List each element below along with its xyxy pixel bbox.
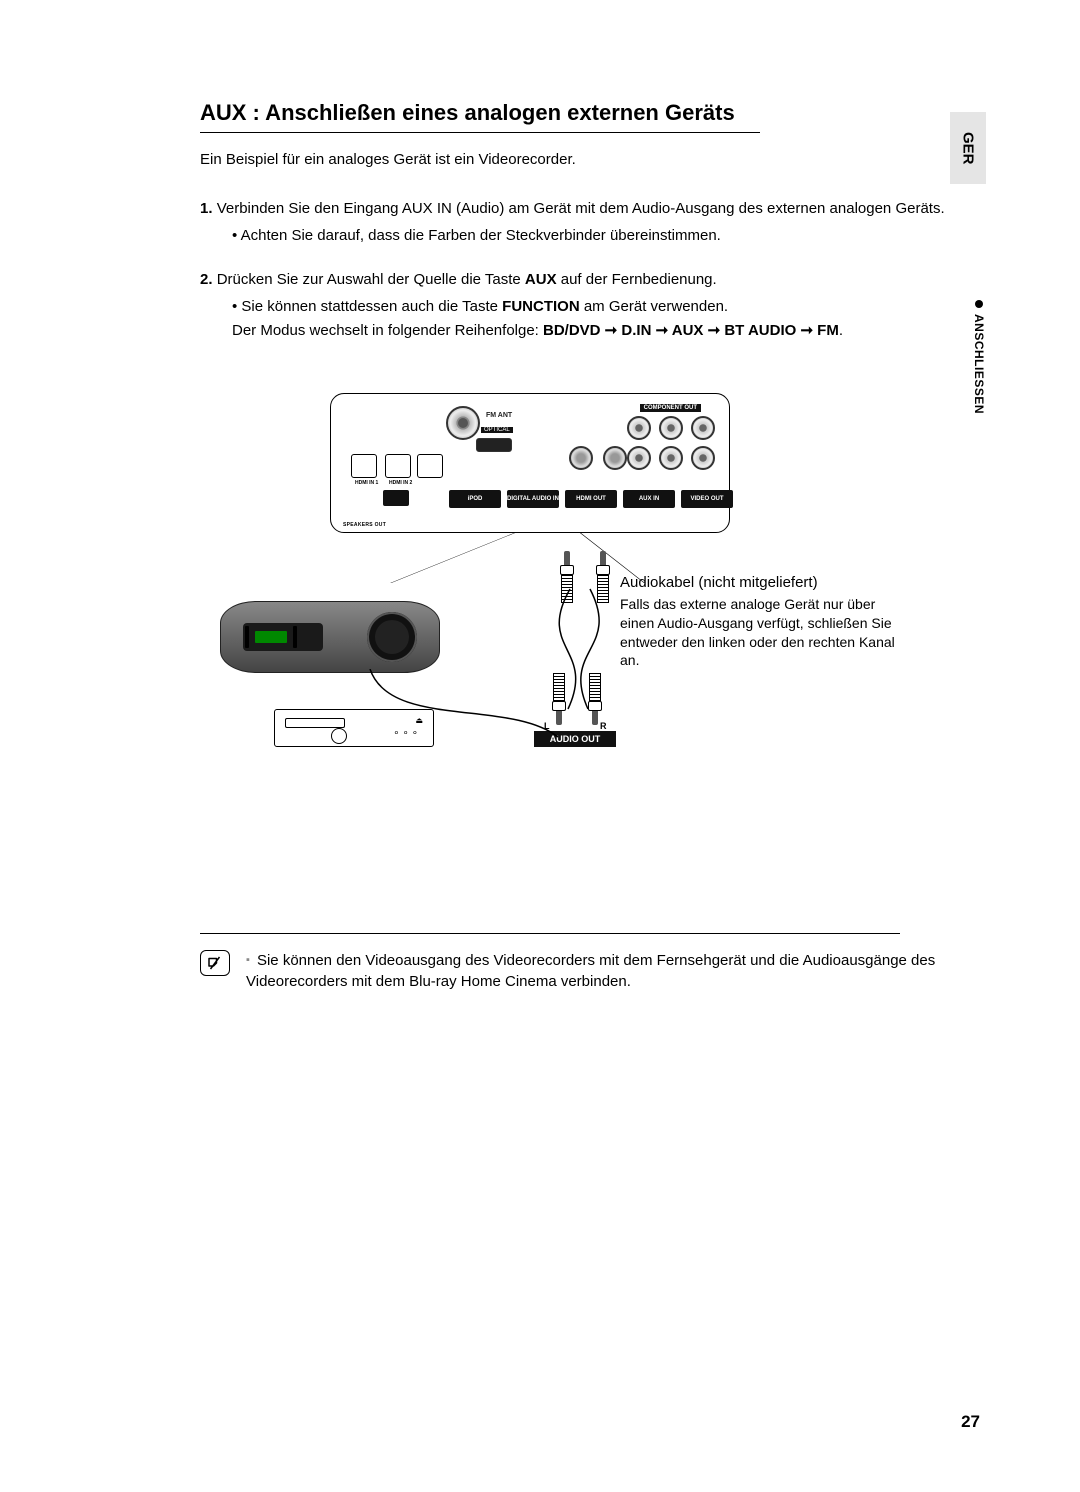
rear-panel: FM ANT COMPONENT OUT OPTICAL HDMI IN 1 H… [330, 393, 730, 533]
step-2: 2. Drücken Sie zur Auswahl der Quelle di… [200, 269, 990, 343]
aux-jack-icon [603, 446, 627, 470]
optical-label: OPTICAL [481, 427, 513, 433]
hdmi-in2-label: HDMI IN 2 [389, 480, 412, 486]
hdmi-port-icon [417, 454, 443, 478]
bottom-port-row: iPOD DIGITAL AUDIO IN HDMI OUT AUX IN VI… [449, 490, 733, 508]
note-separator [200, 933, 900, 934]
rca-jack-icon [627, 446, 651, 470]
fm-ant-label: FM ANT [486, 412, 512, 419]
device-front-panel [243, 623, 323, 651]
intro-text: Ein Beispiel für ein analoges Gerät ist … [200, 151, 990, 168]
step-2-bold2: FUNCTION [502, 298, 580, 315]
step-1-text: Verbinden Sie den Eingang AUX IN (Audio)… [217, 200, 945, 217]
fm-ant-jack-icon [446, 406, 480, 440]
right-channel-label: R [600, 721, 607, 731]
vcr-dial-icon [331, 728, 347, 744]
device-display-icon [255, 631, 287, 643]
caption-title: Audiokabel (nicht mitgeliefert) [620, 573, 900, 593]
step-2-num: 2. [200, 271, 213, 288]
home-cinema-unit-icon [220, 601, 440, 673]
page-heading: AUX : Anschließen eines analogen externe… [200, 100, 760, 133]
step-1-num: 1. [200, 200, 213, 217]
step-1: 1. Verbinden Sie den Eingang AUX IN (Aud… [200, 198, 990, 247]
device-speaker-icon [367, 612, 417, 662]
step-2-bullet-post: am Gerät verwenden. [580, 298, 728, 315]
rca-plug-icon [594, 551, 612, 603]
rca-jack-icon [627, 416, 651, 440]
component-out-jacks [627, 416, 717, 472]
section-tab-label: ANSCHLIESSEN [972, 314, 986, 414]
vcr-tray-icon [285, 718, 345, 728]
callout-line-icon [390, 533, 515, 583]
vcr-eject-icon: ⏏ [415, 716, 423, 725]
modeline-bold: BD/DVD ➞ D.IN ➞ AUX ➞ BT AUDIO ➞ FM [543, 322, 839, 339]
modeline-pre: Der Modus wechselt in folgender Reihenfo… [232, 322, 543, 339]
bullet-icon [975, 300, 983, 308]
language-tab: GER [950, 112, 986, 184]
rca-jack-icon [659, 446, 683, 470]
rca-jack-icon [659, 416, 683, 440]
aux-in-label: AUX IN [623, 490, 675, 508]
hdmi-in1-label: HDMI IN 1 [355, 480, 378, 486]
step-2-bold1: AUX [525, 271, 557, 288]
connection-diagram: FM ANT COMPONENT OUT OPTICAL HDMI IN 1 H… [220, 393, 900, 813]
optical-port-icon [476, 438, 512, 452]
step-2-bullet-pre: Sie können stattdessen auch die Taste [241, 298, 502, 315]
vcr-unit-icon: ∘∘∘ ⏏ [274, 709, 434, 747]
aux-jack-icon [569, 446, 593, 470]
step-2-modeline: Der Modus wechselt in folgender Reihenfo… [232, 320, 990, 343]
section-tab: ANSCHLIESSEN [972, 300, 986, 414]
page-number: 27 [961, 1412, 980, 1432]
step-2-bullet: Sie können stattdessen auch die Taste FU… [232, 296, 990, 319]
speakers-out-label: SPEAKERS OUT [343, 522, 386, 528]
hdmi-port-icon [351, 454, 377, 478]
modeline-post: . [839, 322, 843, 339]
ipod-label: iPOD [449, 490, 501, 508]
video-out-label: VIDEO OUT [681, 490, 733, 508]
note-text: Sie können den Videoausgang des Videorec… [246, 950, 990, 992]
hdmi-port-icon [385, 454, 411, 478]
subwoofer-port-icon [383, 490, 409, 506]
rca-plug-icon [586, 673, 604, 725]
step-2-text-pre: Drücken Sie zur Auswahl der Quelle die T… [217, 271, 525, 288]
step-1-bullet: Achten Sie darauf, dass die Farben der S… [232, 225, 990, 248]
aux-in-jacks [569, 446, 627, 470]
hdmi-out-label: HDMI OUT [565, 490, 617, 508]
vcr-buttons-icon: ∘∘∘ [393, 728, 421, 739]
rca-jack-icon [691, 416, 715, 440]
digital-audio-in-label: DIGITAL AUDIO IN [507, 490, 559, 508]
step-2-text-post: auf der Fernbedienung. [557, 271, 717, 288]
note-icon [200, 950, 230, 976]
caption-body: Falls das externe analoge Gerät nur über… [620, 595, 900, 671]
rca-jack-icon [691, 446, 715, 470]
component-out-label: COMPONENT OUT [640, 404, 701, 412]
note-block: Sie können den Videoausgang des Videorec… [200, 950, 990, 992]
diagram-caption: Audiokabel (nicht mitgeliefert) Falls da… [620, 573, 900, 671]
